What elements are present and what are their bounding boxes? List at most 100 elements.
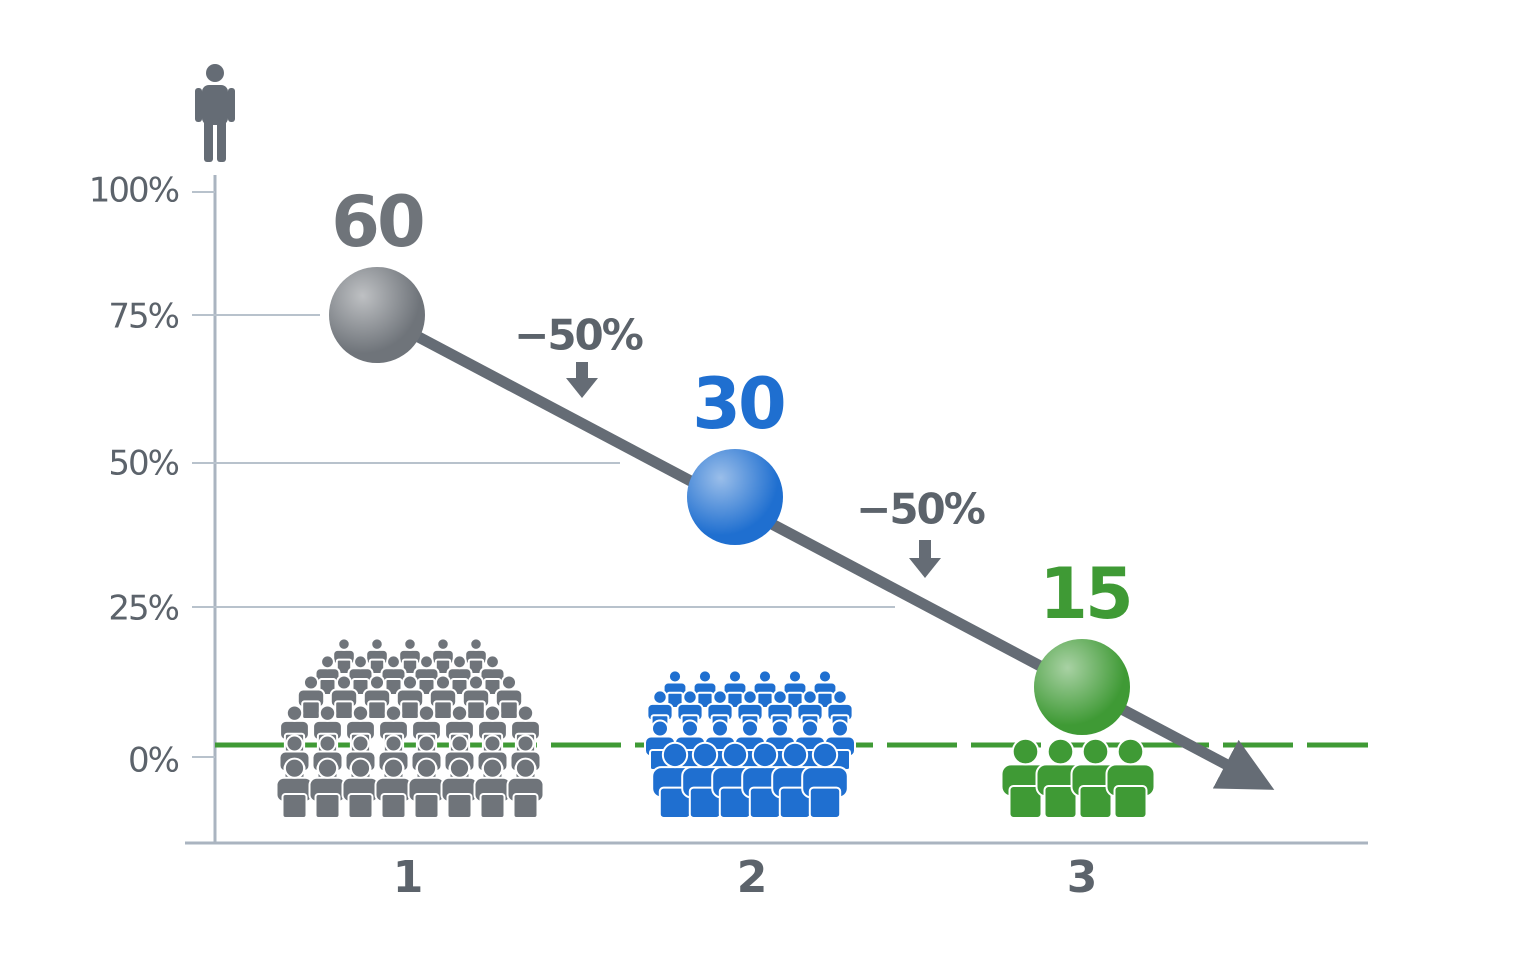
y-tick-label: 0% (128, 741, 179, 781)
person-head (452, 654, 467, 670)
person-head (1046, 737, 1075, 766)
person-head (337, 637, 351, 651)
person-head (817, 669, 833, 684)
change-label: −50% (856, 485, 985, 534)
person-head (516, 734, 535, 753)
person-legs (512, 793, 539, 819)
person-head (1081, 737, 1110, 766)
person-legs (1078, 785, 1113, 819)
person-head (652, 689, 668, 705)
y-tick-label: 25% (108, 589, 178, 629)
person-head (691, 741, 719, 769)
person-head (316, 757, 339, 779)
person-icon (195, 64, 235, 162)
person-head (832, 689, 848, 705)
person-head (483, 734, 502, 753)
person-legs (401, 658, 419, 675)
person-head (283, 757, 306, 779)
person-head (415, 757, 438, 779)
person-legs (335, 658, 353, 675)
person-head (351, 704, 370, 722)
person-head (1116, 737, 1145, 766)
person-legs (368, 658, 386, 675)
point-shine (329, 267, 425, 363)
person-head (285, 704, 304, 722)
person-head (667, 669, 683, 684)
person-head (353, 654, 368, 670)
person-legs (347, 793, 374, 819)
person-head (417, 734, 436, 753)
person (494, 674, 524, 721)
person-head (483, 704, 502, 722)
person-head (500, 674, 518, 691)
person (431, 637, 455, 675)
point-shine (1034, 639, 1130, 735)
person (662, 669, 688, 709)
person-legs (314, 793, 341, 819)
person-head (681, 719, 699, 738)
person-legs (301, 700, 321, 721)
person (644, 719, 676, 771)
person-head (651, 719, 669, 738)
person (1105, 737, 1156, 819)
person (365, 637, 389, 675)
person-head (450, 704, 469, 722)
point-label: 30 (692, 363, 784, 445)
person-head (682, 689, 698, 705)
person-head (370, 637, 384, 651)
person-head (469, 637, 483, 651)
person-head (318, 734, 337, 753)
person-head (727, 669, 743, 684)
person-head (434, 674, 452, 691)
person-legs (380, 793, 407, 819)
person-head (781, 741, 809, 769)
person-head (741, 719, 759, 738)
person-head (302, 674, 320, 691)
person-legs (433, 700, 453, 721)
person-head (711, 719, 729, 738)
crowd (1000, 737, 1156, 819)
person (722, 669, 748, 709)
person (347, 654, 374, 696)
person-head (401, 674, 419, 691)
person (473, 757, 512, 819)
person-head (335, 674, 353, 691)
x-tick-label: 1 (393, 852, 424, 903)
person (646, 689, 674, 734)
person (801, 741, 849, 819)
person-head (514, 757, 537, 779)
person-head (801, 719, 819, 738)
person-head (697, 669, 713, 684)
person-head (1011, 737, 1040, 766)
person-head (721, 741, 749, 769)
person-head (417, 704, 436, 722)
person-head (386, 654, 401, 670)
person-head (450, 734, 469, 753)
person-head (481, 757, 504, 779)
person-head (811, 741, 839, 769)
person-legs (367, 700, 387, 721)
person-head (485, 654, 500, 670)
person-legs (446, 793, 473, 819)
point-label: 15 (1039, 553, 1130, 635)
crowd (275, 637, 545, 819)
person-legs (1008, 785, 1043, 819)
person-head (419, 654, 434, 670)
person-legs (479, 793, 506, 819)
person-legs (466, 700, 486, 721)
change-label: −50% (514, 311, 643, 360)
person-head (384, 704, 403, 722)
person (440, 757, 479, 819)
person-head (349, 757, 372, 779)
person-legs (400, 700, 420, 721)
person-legs (1043, 785, 1078, 819)
person (506, 757, 545, 819)
person (461, 674, 491, 721)
person-head (742, 689, 758, 705)
person-head (382, 757, 405, 779)
person-head (772, 689, 788, 705)
person-head (831, 719, 849, 738)
point-shine (687, 449, 783, 545)
person-head (320, 654, 335, 670)
